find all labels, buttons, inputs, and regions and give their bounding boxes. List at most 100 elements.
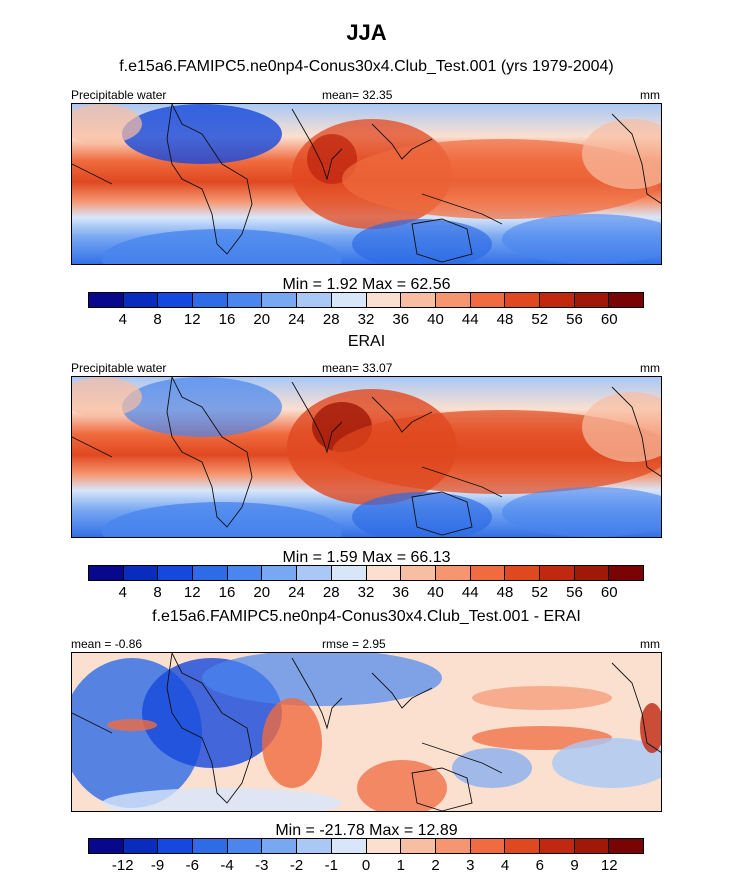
colorbar-cell [89, 839, 124, 853]
panel3-unit-label: mm [640, 637, 660, 651]
tick-label: -9 [150, 857, 165, 874]
colorbar-cell [227, 293, 263, 307]
tick-label: 56 [566, 311, 583, 328]
colorbar-cell [297, 566, 332, 580]
tick-label: 24 [288, 311, 305, 328]
tick-label: 44 [461, 311, 479, 328]
panel1-unit-label: mm [640, 88, 660, 102]
colorbar-cell [505, 839, 540, 853]
tick-label: 16 [218, 311, 236, 328]
colorbar-cell [227, 839, 263, 853]
tick-label: 12 [600, 857, 618, 874]
tick-label: 28 [322, 584, 340, 601]
colorbar-cell [297, 293, 332, 307]
tick-label: 36 [392, 584, 410, 601]
panel1-mean-label: mean= 32.35 [322, 88, 393, 102]
colorbar-cell [435, 566, 471, 580]
panel2-ticks: 4 8 12 16 20 24 28 32 36 40 44 48 52 56 … [88, 584, 644, 602]
tick-label: 60 [600, 311, 618, 328]
colorbar-cell [262, 839, 298, 853]
tick-label: 2 [431, 857, 440, 874]
tick-label: 4 [500, 857, 510, 874]
colorbar-cell [366, 293, 402, 307]
panel3-minmax: Min = -21.78 Max = 12.89 [275, 822, 458, 839]
panel3-mean-label: mean = -0.86 [71, 637, 143, 651]
colorbar-cell [435, 293, 471, 307]
tick-label: 6 [535, 857, 544, 874]
panel2-left-label: Precipitable water [71, 361, 167, 375]
colorbar-cell [366, 566, 402, 580]
colorbar-cell [505, 566, 540, 580]
tick-label: 40 [427, 311, 444, 328]
tick-label: 60 [600, 584, 618, 601]
colorbar-cell [470, 293, 506, 307]
colorbar-cell [331, 293, 367, 307]
tick-label: -2 [289, 857, 304, 874]
colorbar-cell [262, 293, 298, 307]
panel3-heading: f.e15a6.FAMIPC5.ne0np4-Conus30x4.Club_Te… [152, 608, 581, 625]
tick-label: 48 [496, 584, 514, 601]
tick-label: 24 [288, 584, 305, 601]
colorbar-cell [470, 839, 506, 853]
colorbar-cell [89, 293, 124, 307]
colorbar-cell [331, 839, 367, 853]
tick-label: 4 [118, 311, 127, 328]
colorbar-cell [609, 293, 643, 307]
tick-label: 32 [357, 584, 375, 601]
panel3-map [71, 652, 662, 812]
tick-label: 28 [322, 311, 340, 328]
panel2-unit-label: mm [640, 361, 660, 375]
panel2-mean-label: mean= 33.07 [322, 361, 393, 375]
colorbar-cell [262, 566, 298, 580]
tick-label: 3 [466, 857, 475, 874]
colorbar-cell [401, 566, 436, 580]
tick-label: 52 [531, 584, 549, 601]
colorbar-cell [158, 566, 194, 580]
colorbar-cell [470, 566, 506, 580]
panel3-rmse-label: rmse = 2.95 [322, 637, 386, 651]
colorbar-cell [574, 293, 610, 307]
colorbar-cell [366, 839, 402, 853]
panel1-map [71, 103, 662, 265]
tick-label: -6 [185, 857, 199, 874]
tick-label: 56 [566, 584, 583, 601]
panel3-colorbar [88, 838, 644, 854]
panel1-colorbar [88, 292, 644, 308]
tick-label: 52 [531, 311, 549, 328]
tick-label: 8 [153, 584, 162, 601]
panel2-colorbar [88, 565, 644, 581]
figure-subtitle: f.e15a6.FAMIPC5.ne0np4-Conus30x4.Club_Te… [119, 58, 614, 75]
colorbar-cell [227, 566, 263, 580]
colorbar-cell [193, 839, 228, 853]
tick-label: 20 [253, 311, 271, 328]
tick-label: 40 [427, 584, 444, 601]
colorbar-cell [539, 839, 575, 853]
colorbar-cell [193, 293, 228, 307]
tick-label: 44 [461, 584, 479, 601]
colorbar-cell [609, 839, 643, 853]
tick-label: 36 [392, 311, 410, 328]
panel1-minmax: Min = 1.92 Max = 62.56 [282, 276, 451, 293]
tick-label: 16 [218, 584, 236, 601]
panel1-ticks: 4 8 12 16 20 24 28 32 36 40 44 48 52 56 … [88, 311, 644, 329]
panel2-minmax: Min = 1.59 Max = 66.13 [282, 549, 451, 566]
colorbar-cell [193, 566, 228, 580]
tick-label: 32 [357, 311, 375, 328]
colorbar-cell [158, 293, 194, 307]
panel3-ticks: -12 -9 -6 -4 -3 -2 -1 0 1 2 3 4 6 9 12 [88, 857, 644, 875]
colorbar-cell [401, 839, 436, 853]
tick-label: 12 [183, 311, 201, 328]
colorbar-cell [297, 839, 332, 853]
colorbar-cell [158, 839, 194, 853]
tick-label: -1 [324, 857, 338, 874]
colorbar-cell [574, 839, 610, 853]
colorbar-cell [539, 293, 575, 307]
colorbar-cell [123, 293, 159, 307]
colorbar-cell [89, 566, 124, 580]
colorbar-cell [331, 566, 367, 580]
tick-label: 48 [496, 311, 514, 328]
colorbar-cell [123, 566, 159, 580]
tick-label: 4 [118, 584, 127, 601]
tick-label: 8 [153, 311, 162, 328]
tick-label: 12 [183, 584, 201, 601]
